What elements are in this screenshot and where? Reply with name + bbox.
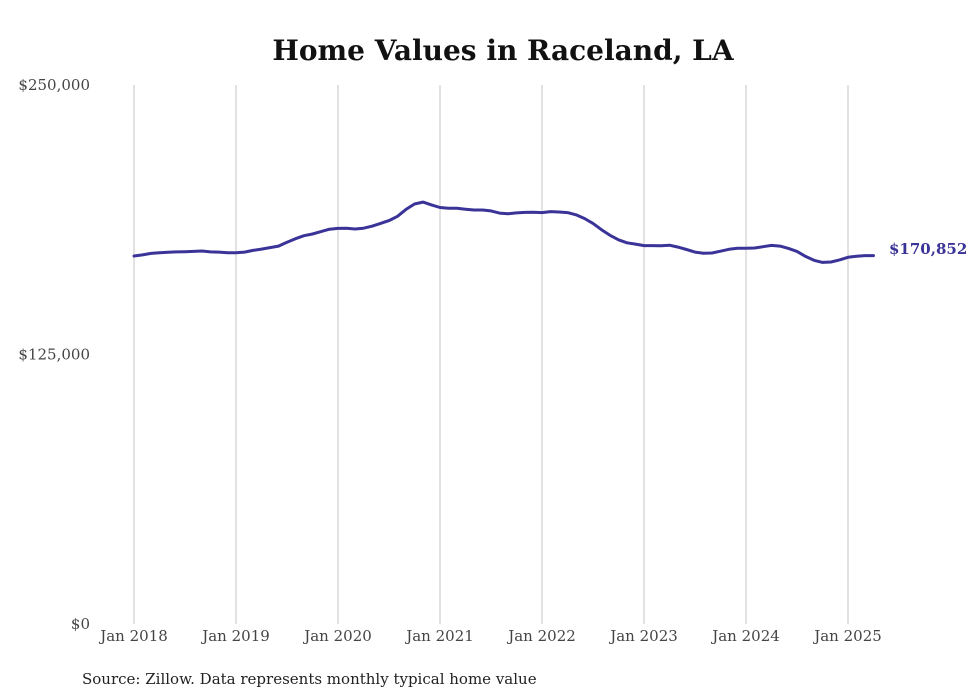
source-note: Source: Zillow. Data represents monthly …	[82, 670, 537, 688]
y-tick-label: $125,000	[18, 346, 90, 364]
y-tick-label: $0	[71, 615, 90, 633]
x-tick-label: Jan 2019	[200, 627, 270, 645]
x-tick-label: Jan 2025	[812, 627, 882, 645]
gridlines	[133, 85, 849, 624]
x-tick-label: Jan 2021	[404, 627, 474, 645]
x-tick-label: Jan 2022	[506, 627, 576, 645]
end-value-label: $170,852	[889, 240, 967, 258]
chart-title: Home Values in Raceland, LA	[272, 34, 734, 67]
y-tick-label: $250,000	[18, 76, 90, 94]
x-tick-label: Jan 2018	[98, 627, 168, 645]
series-layer	[132, 200, 875, 264]
y-axis-ticks: $0 $125,000 $250,000	[18, 76, 90, 633]
home-value-line	[132, 200, 875, 264]
x-tick-label: Jan 2023	[608, 627, 678, 645]
x-tick-label: Jan 2020	[302, 627, 372, 645]
x-axis-ticks: Jan 2018 Jan 2019 Jan 2020 Jan 2021 Jan 2022…	[98, 627, 882, 645]
x-tick-label: Jan 2024	[710, 627, 780, 645]
